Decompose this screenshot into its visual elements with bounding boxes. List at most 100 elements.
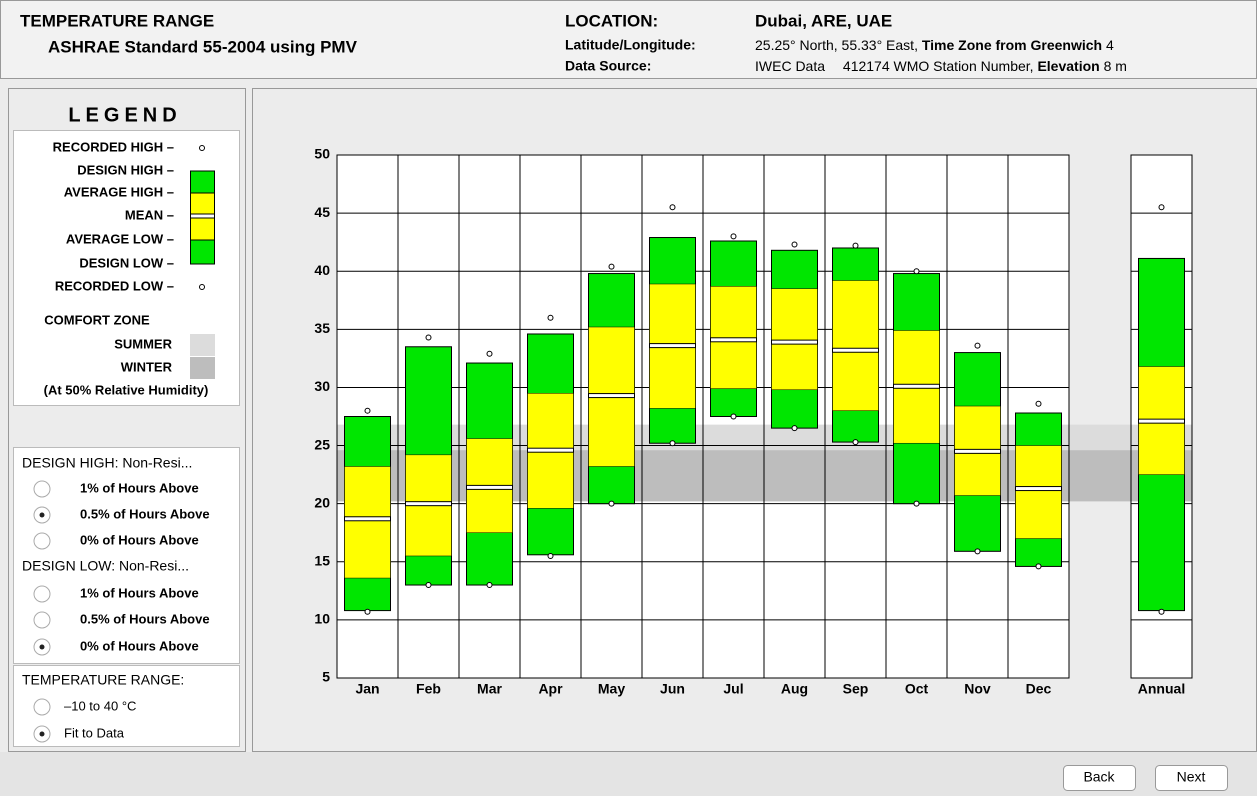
mean	[1138, 418, 1185, 424]
group-label: DESIGN HIGH: Non-Resi...	[22, 455, 192, 471]
recorded-low	[1158, 608, 1165, 615]
y-tick-label: 20	[314, 494, 330, 510]
group-label: TEMPERATURE RANGE:	[22, 672, 184, 688]
group-label: DESIGN LOW: Non-Resi...	[22, 558, 189, 574]
subtitle: ASHRAE Standard 55-2004 using PMV	[48, 37, 358, 56]
legend-dot	[199, 145, 205, 151]
legend-label: DESIGN LOW –	[79, 255, 174, 270]
timezone: 4	[1106, 37, 1114, 53]
radio-label[interactable]: 0.5% of Hours Above	[80, 611, 210, 626]
location-label: LOCATION:	[565, 11, 658, 30]
location: Dubai, ARE, UAE	[755, 11, 892, 30]
mean	[771, 339, 818, 345]
x-tick-label: Annual	[1138, 681, 1185, 697]
mean	[466, 484, 513, 490]
recorded-low	[1035, 563, 1042, 570]
recorded-high	[791, 241, 798, 248]
button[interactable]	[1063, 765, 1136, 791]
button[interactable]	[1155, 765, 1228, 791]
x-tick-label: May	[598, 681, 625, 697]
y-tick-label: 10	[314, 611, 330, 627]
recorded-low	[730, 413, 737, 420]
source: IWEC Data 412174 WMO Station Number, Ele…	[755, 58, 1127, 74]
x-tick-label: Mar	[477, 681, 502, 697]
radio[interactable]	[33, 698, 51, 716]
legend-label: RECORDED HIGH –	[53, 139, 174, 154]
recorded-low	[913, 500, 920, 507]
radio-dot	[39, 512, 45, 518]
y-tick-label: 30	[314, 378, 330, 394]
recorded-low	[364, 608, 371, 615]
radio-label[interactable]: 1% of Hours Above	[80, 480, 199, 495]
radio-label[interactable]: 0% of Hours Above	[80, 638, 199, 653]
x-tick-label: Jun	[660, 681, 685, 697]
mean	[710, 337, 757, 343]
recorded-high	[1035, 400, 1042, 407]
title: TEMPERATURE RANGE	[20, 11, 214, 30]
legend-note: (At 50% Relative Humidity)	[44, 382, 209, 397]
recorded-high	[425, 334, 432, 341]
mean	[649, 343, 696, 349]
recorded-high	[913, 268, 920, 275]
button-label[interactable]: Back	[1083, 769, 1115, 785]
average-range	[344, 466, 391, 579]
radio-dot	[39, 644, 45, 650]
average-range	[771, 288, 818, 391]
winter-label: WINTER	[121, 359, 173, 374]
recorded-high	[1158, 204, 1165, 211]
y-tick-label: 50	[314, 146, 330, 162]
plot-frame	[1130, 154, 1193, 679]
radio[interactable]	[33, 480, 51, 498]
mean	[344, 516, 391, 522]
y-tick-label: 5	[322, 669, 330, 685]
timezone-label: Time Zone from Greenwich	[922, 37, 1102, 53]
mean	[527, 447, 574, 453]
elevation: 8 m	[1104, 58, 1127, 74]
recorded-high	[608, 263, 615, 270]
x-tick-label: Dec	[1026, 681, 1052, 697]
legend-label: AVERAGE HIGH –	[64, 184, 174, 199]
legend-label: MEAN –	[125, 207, 174, 222]
mean	[1015, 486, 1062, 492]
x-tick-label: Aug	[781, 681, 808, 697]
y-tick-label: 25	[314, 436, 330, 452]
y-tick-label: 15	[314, 552, 330, 568]
button-label[interactable]: Next	[1177, 769, 1206, 785]
plot-frame	[336, 154, 1070, 679]
recorded-high	[974, 342, 981, 349]
latlon-label: Latitude/Longitude:	[565, 37, 696, 53]
radio-label[interactable]: –10 to 40 °C	[64, 698, 136, 713]
radio-label[interactable]: 0% of Hours Above	[80, 532, 199, 547]
recorded-high	[669, 204, 676, 211]
radio-dot	[39, 731, 45, 737]
recorded-high	[730, 233, 737, 240]
legend-title: LEGEND	[68, 104, 181, 126]
radio-label[interactable]: 1% of Hours Above	[80, 585, 199, 600]
radio-label[interactable]: 0.5% of Hours Above	[80, 506, 210, 521]
x-tick-label: Apr	[538, 681, 563, 697]
source-label: Data Source:	[565, 58, 651, 74]
radio[interactable]	[33, 611, 51, 629]
range-box	[13, 665, 240, 747]
radio[interactable]	[33, 585, 51, 603]
mean	[588, 393, 635, 399]
y-tick-label: 40	[314, 262, 330, 278]
recorded-low	[547, 552, 554, 559]
x-tick-label: Feb	[416, 681, 441, 697]
recorded-low	[486, 582, 493, 589]
latlon-value: 25.25° North, 55.33° East,	[755, 37, 918, 53]
recorded-low	[974, 548, 981, 555]
recorded-low	[669, 440, 676, 447]
elevation-label: Elevation	[1037, 58, 1099, 74]
mean	[893, 383, 940, 389]
mean	[405, 501, 452, 507]
radio[interactable]	[33, 532, 51, 550]
header-panel	[0, 0, 1257, 79]
latlon: 25.25° North, 55.33° East, Time Zone fro…	[755, 37, 1114, 53]
legend-label: AVERAGE LOW –	[66, 231, 174, 246]
legend-label: RECORDED LOW –	[55, 278, 174, 293]
radio-label[interactable]: Fit to Data	[64, 725, 125, 740]
footer-bar	[0, 752, 1257, 796]
